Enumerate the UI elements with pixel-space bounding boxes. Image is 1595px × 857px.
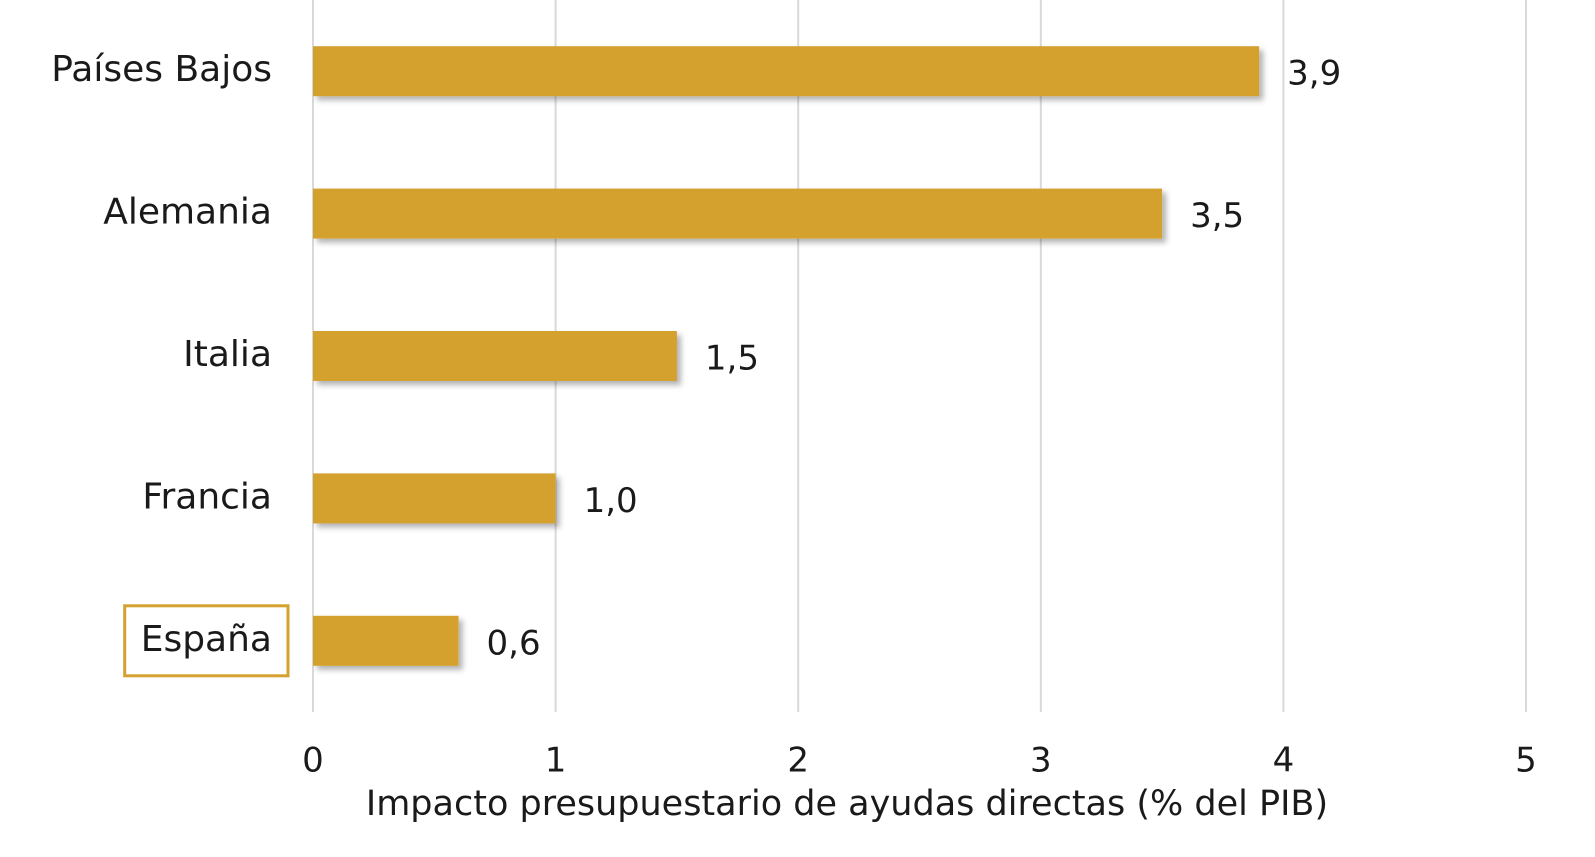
- x-tick-label: 5: [1515, 741, 1537, 781]
- bar: [313, 615, 459, 666]
- x-tick-label: 0: [302, 741, 324, 781]
- x-axis-title: Impacto presupuestario de ayudas directa…: [366, 784, 1328, 824]
- value-label: 3,5: [1190, 196, 1244, 236]
- value-label: 3,9: [1287, 54, 1341, 94]
- bar: [313, 46, 1260, 97]
- value-label: 1,5: [705, 339, 759, 379]
- x-tick-label: 3: [1030, 741, 1052, 781]
- value-label: 1,0: [584, 481, 638, 521]
- x-tick-label: 1: [545, 741, 567, 781]
- bar: [313, 331, 677, 381]
- x-tick-label: 4: [1273, 741, 1295, 781]
- y-tick-label: Italia: [183, 334, 272, 375]
- value-label: 0,6: [487, 623, 541, 663]
- y-tick-label: Países Bajos: [51, 49, 272, 90]
- x-tick-label: 2: [787, 741, 809, 781]
- y-tick-label: Francia: [142, 476, 272, 517]
- highlight-box: [123, 604, 290, 678]
- y-tick-label: Alemania: [103, 192, 272, 233]
- bar: [313, 473, 556, 524]
- y-tick-label: España: [141, 619, 272, 660]
- bar: [313, 188, 1163, 239]
